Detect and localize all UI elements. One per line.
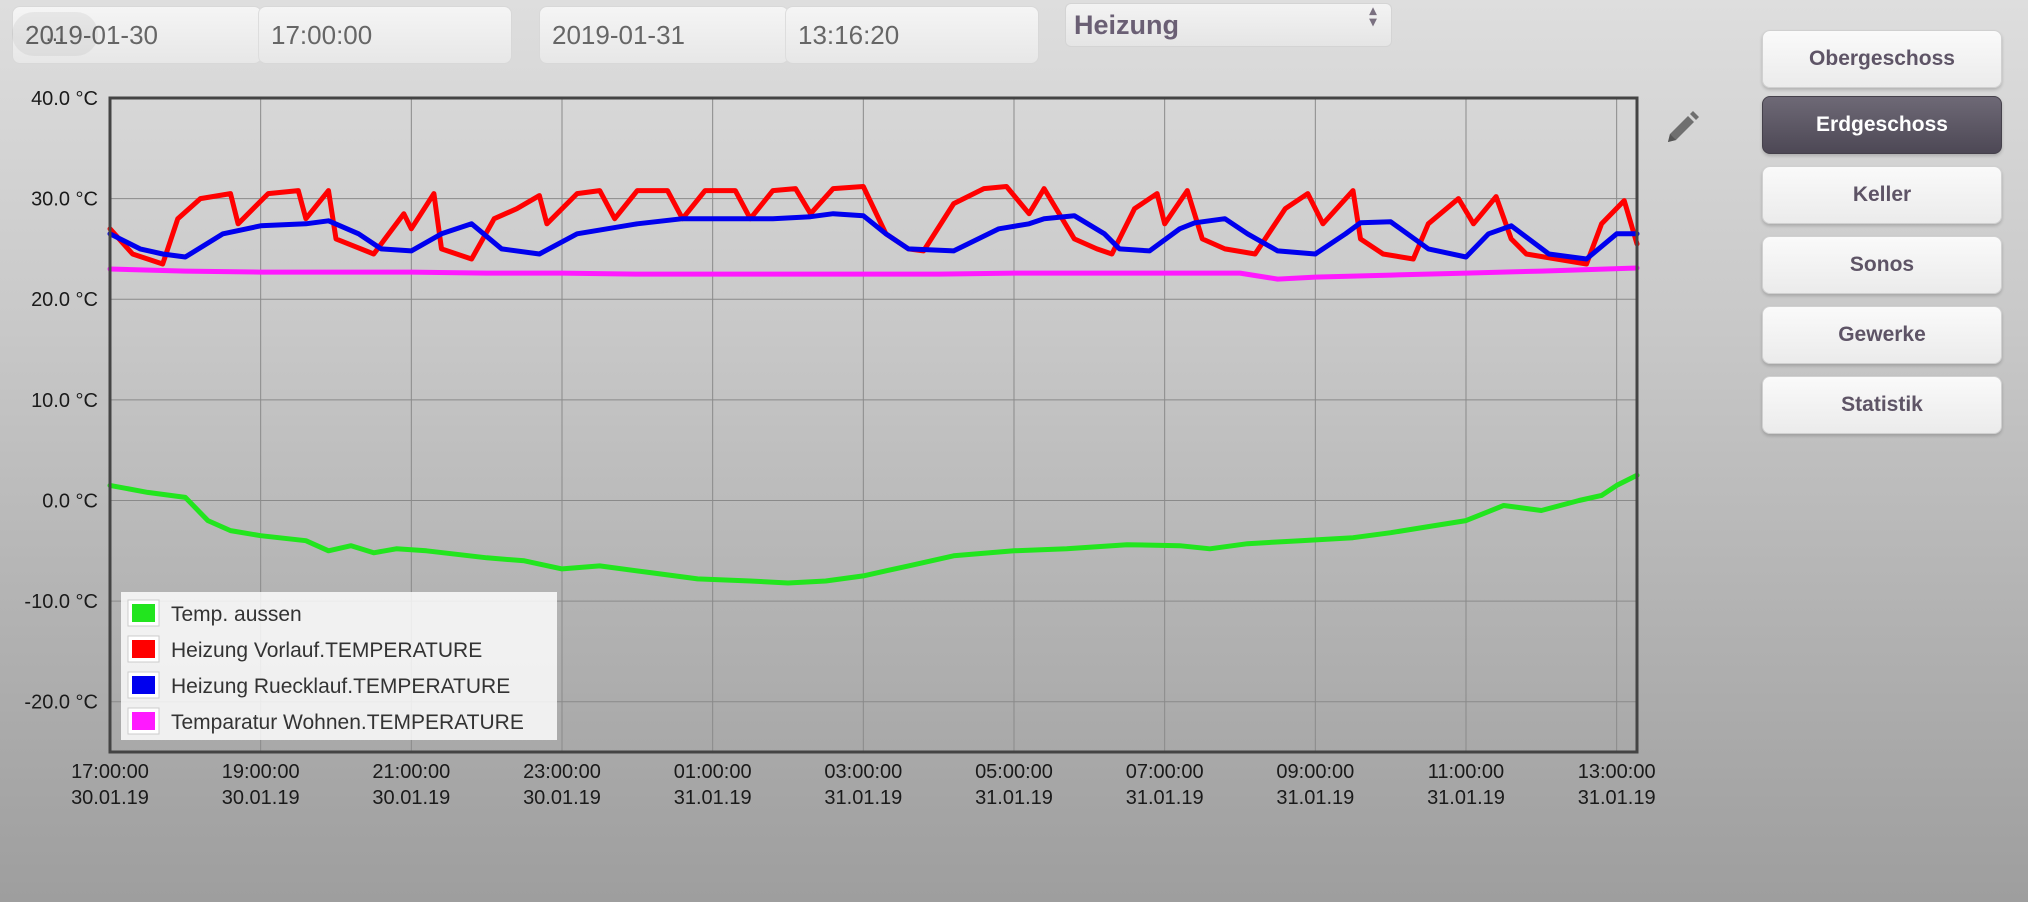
series-line-2 (107, 211, 1640, 262)
nav-statistik-button[interactable]: Statistik (1762, 376, 2002, 434)
start-time-field[interactable]: 17:00:00 (258, 6, 512, 64)
series-line-0 (107, 472, 1640, 586)
plot-frame (108, 96, 1639, 754)
y-tick-label: 40.0 °C (31, 88, 98, 110)
y-tick-label: 20.0 °C (31, 289, 98, 311)
x-tick-label-time: 23:00:00 (523, 761, 601, 783)
x-tick-label-date: 31.01.19 (674, 787, 752, 809)
y-tick-label: -20.0 °C (24, 692, 98, 714)
nav-obergeschoss-button[interactable]: Obergeschoss (1762, 30, 2002, 88)
x-tick-label-date: 31.01.19 (1126, 787, 1204, 809)
x-tick-label-date: 31.01.19 (1427, 787, 1505, 809)
legend-label: Temparatur Wohnen.TEMPERATURE (171, 711, 524, 734)
y-axis-ticks: 40.0 °C 30.0 °C 20.0 °C 10.0 °C 0.0 °C -10.0 … (24, 88, 98, 714)
x-tick-label-date: 31.01.19 (1578, 787, 1656, 809)
x-tick-label-date: 30.01.19 (523, 787, 601, 809)
x-tick-label-date: 30.01.19 (71, 787, 149, 809)
legend-swatch (132, 604, 155, 622)
x-tick-label-date: 30.01.19 (222, 787, 300, 809)
x-tick-label-date: 31.01.19 (1276, 787, 1354, 809)
series-line-3 (107, 265, 1640, 282)
x-tick-label-date: 31.01.19 (975, 787, 1053, 809)
x-tick-label-time: 21:00:00 (372, 761, 450, 783)
start-date-field[interactable]: 2019-01-30 (12, 6, 262, 64)
x-tick-label-time: 01:00:00 (674, 761, 752, 783)
x-tick-label-time: 07:00:00 (1126, 761, 1204, 783)
x-tick-label-time: 03:00:00 (824, 761, 902, 783)
category-select[interactable]: Heizung ▴ ▾ (1065, 3, 1392, 47)
end-time-field[interactable]: 13:16:20 (785, 6, 1039, 64)
x-tick-label-time: 05:00:00 (975, 761, 1053, 783)
legend-label: Temp. aussen (171, 603, 302, 626)
x-tick-label-date: 31.01.19 (824, 787, 902, 809)
y-tick-label: -10.0 °C (24, 591, 98, 613)
series-line-1 (107, 184, 1640, 267)
chart-series (107, 184, 1640, 586)
y-tick-label: 10.0 °C (31, 390, 98, 412)
x-tick-label-time: 19:00:00 (222, 761, 300, 783)
nav-gewerke-button[interactable]: Gewerke (1762, 306, 2002, 364)
x-tick-label-time: 11:00:00 (1428, 761, 1504, 783)
legend-swatch (132, 640, 155, 658)
category-select-value: Heizung (1074, 10, 1179, 40)
nav-sonos-button[interactable]: Sonos (1762, 236, 2002, 294)
nav-keller-button[interactable]: Keller (1762, 166, 2002, 224)
updown-arrows-icon: ▴ ▾ (1369, 2, 1377, 29)
x-tick-label-date: 30.01.19 (372, 787, 450, 809)
x-tick-label-time: 17:00:00 (71, 761, 149, 783)
nav-erdgeschoss-button[interactable]: Erdgeschoss (1762, 96, 2002, 154)
menu-icon[interactable]: ... (12, 12, 98, 56)
y-tick-label: 0.0 °C (42, 490, 98, 512)
chart-legend: Temp. aussen Heizung Vorlauf.TEMPERATURE H… (121, 592, 557, 740)
y-tick-label: 30.0 °C (31, 189, 98, 211)
legend-swatch (132, 712, 155, 730)
legend-label: Heizung Vorlauf.TEMPERATURE (171, 639, 482, 662)
legend-box (121, 592, 557, 740)
x-axis-ticks: 17:00:00 30.01.19 19:00:00 30.01.19 21:00:00… (71, 761, 1656, 809)
legend-label: Heizung Ruecklauf.TEMPERATURE (171, 675, 510, 698)
legend-swatch (132, 676, 155, 694)
pencil-icon[interactable] (1662, 108, 1702, 148)
x-tick-label-time: 13:00:00 (1578, 761, 1656, 783)
x-tick-label-time: 09:00:00 (1276, 761, 1354, 783)
